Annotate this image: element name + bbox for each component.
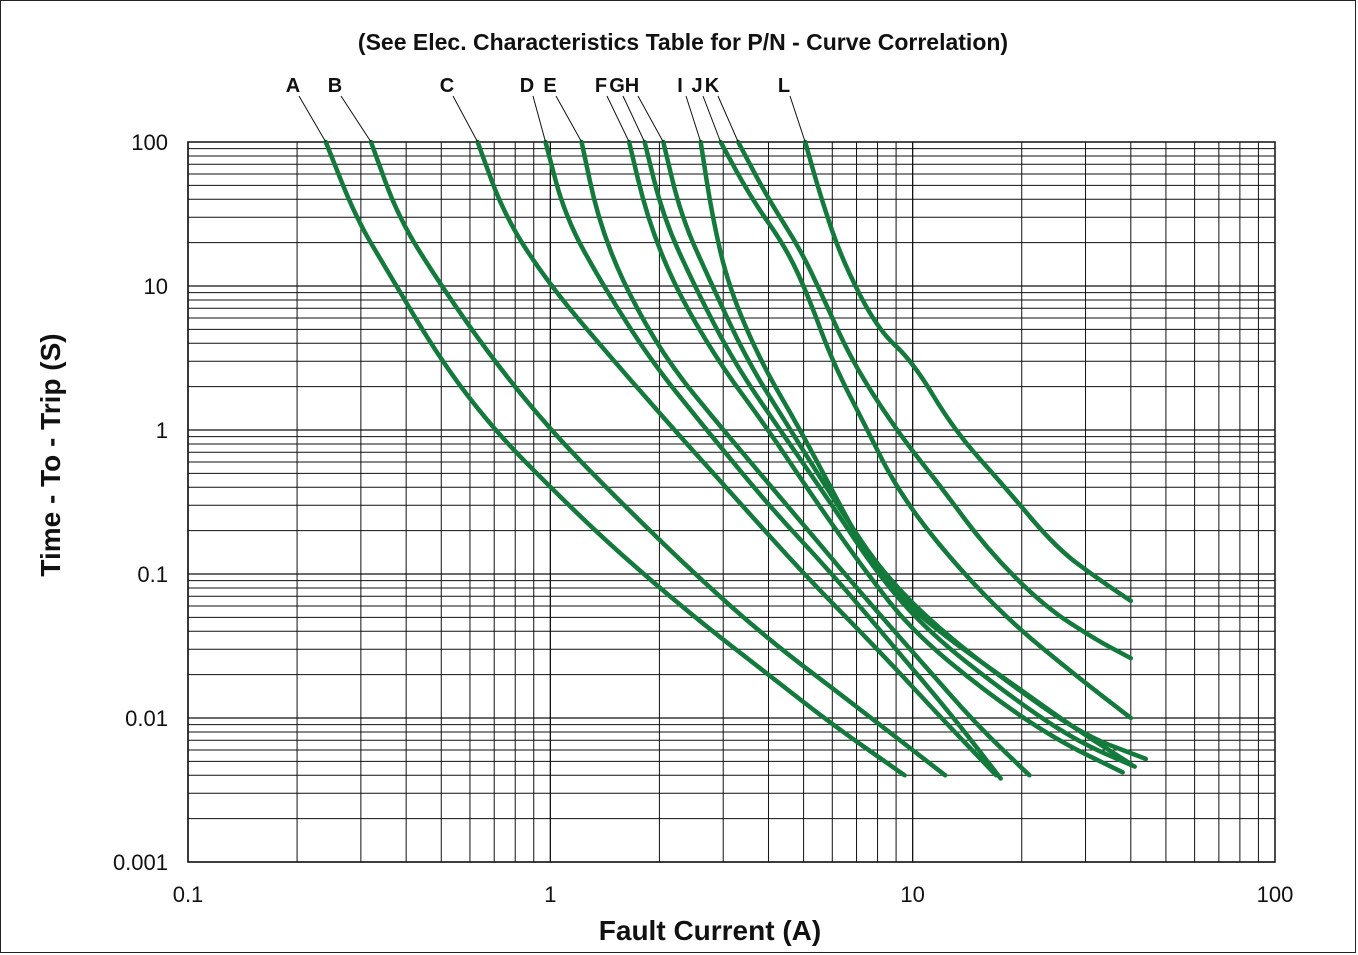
- leader-line-i: [685, 95, 702, 143]
- y-tick-label: 100: [131, 130, 168, 155]
- curve-l: [802, 139, 1134, 604]
- axis-ticks: 0.1 1 10 100 0.001 0.01 0.1 1 10 100: [113, 130, 1293, 907]
- x-tick-label: 100: [1257, 882, 1294, 907]
- y-tick-label: 0.01: [125, 706, 168, 731]
- leader-line-j: [702, 95, 722, 143]
- y-tick-label: 1: [156, 418, 168, 443]
- curve-a: [323, 139, 907, 778]
- y-tick-label: 10: [144, 274, 168, 299]
- curve-label-f: F: [595, 75, 607, 97]
- plot-grid: [187, 141, 1276, 863]
- leader-line-c: [452, 95, 479, 143]
- leader-line-a: [298, 95, 327, 143]
- chart-title: (See Elec. Characteristics Table for P/N…: [358, 29, 1008, 55]
- curve-label-j: J: [691, 75, 702, 97]
- leader-line-b: [340, 95, 372, 143]
- leader-line-e: [555, 95, 583, 143]
- trip-curves: [323, 139, 1149, 781]
- curve-d: [543, 139, 1003, 781]
- curve-label-c: C: [440, 75, 454, 97]
- leader-line-d: [532, 95, 547, 143]
- x-axis-title: Fault Current (A): [599, 915, 821, 946]
- leader-line-h: [637, 95, 664, 143]
- curve-label-l: L: [778, 75, 790, 97]
- y-tick-label: 0.1: [137, 562, 168, 587]
- leader-line-l: [789, 95, 806, 143]
- curve-e: [579, 139, 1032, 778]
- curve-label-a: A: [286, 75, 300, 97]
- leader-line-f: [606, 95, 630, 143]
- curve-g: [642, 139, 1137, 769]
- curve-f: [626, 139, 1125, 775]
- x-tick-label: 1: [544, 882, 556, 907]
- curve-c: [475, 139, 999, 778]
- x-tick-label: 10: [900, 882, 924, 907]
- leader-line-k: [717, 95, 739, 143]
- curve-k: [735, 139, 1134, 661]
- curve-label-g: G: [609, 75, 625, 97]
- y-tick-label: 0.001: [113, 850, 168, 875]
- curve-i: [698, 139, 1134, 767]
- curve-label-h: H: [625, 75, 639, 97]
- x-tick-label: 0.1: [173, 882, 204, 907]
- y-axis-title: Time - To - Trip (S): [35, 333, 66, 576]
- curve-label-b: B: [328, 75, 342, 97]
- curve-label-d: D: [520, 75, 534, 97]
- curve-label-i: I: [677, 75, 683, 97]
- curve-label-e: E: [543, 75, 556, 97]
- curve-label-k: K: [705, 75, 720, 97]
- curve-h: [661, 139, 1149, 762]
- curve-j: [718, 139, 1134, 721]
- leader-line-g: [622, 95, 646, 143]
- curve-b: [368, 139, 948, 778]
